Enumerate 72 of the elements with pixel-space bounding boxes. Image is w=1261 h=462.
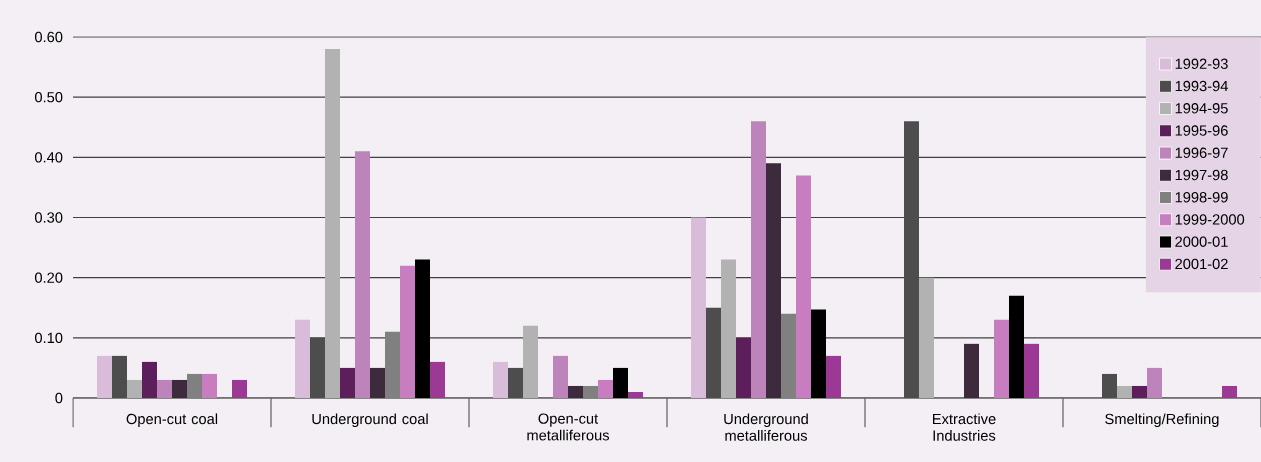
bar	[157, 379, 173, 398]
y-tick-label: 0.50	[34, 91, 63, 103]
bar	[112, 355, 127, 398]
bar	[751, 121, 766, 398]
bar	[796, 175, 811, 398]
legend-label: 1995-96	[1175, 125, 1228, 136]
y-tick-label: 0.60	[34, 31, 63, 43]
bar	[904, 121, 919, 398]
bar	[295, 319, 310, 398]
bar	[964, 343, 979, 398]
bar	[355, 151, 370, 398]
bar	[706, 307, 721, 398]
bar	[994, 319, 1009, 398]
bar	[1024, 343, 1039, 398]
legend-label: 1998-99	[1175, 192, 1228, 203]
legend-label: 1993-94	[1175, 80, 1228, 92]
bar	[811, 309, 826, 398]
y-tick-label: 0.40	[34, 152, 63, 163]
bar	[736, 337, 751, 398]
bar	[691, 217, 706, 398]
legend-label: 2000-01	[1175, 236, 1228, 247]
legend-label: 1992-93	[1175, 58, 1228, 69]
x-tick-label: Extractive Industries	[933, 413, 996, 441]
bar	[172, 379, 187, 398]
bar	[553, 355, 568, 398]
bar	[721, 259, 736, 398]
bar	[232, 379, 247, 398]
bar	[598, 379, 613, 398]
bar	[628, 391, 643, 398]
bar	[613, 367, 628, 398]
bar	[370, 367, 385, 398]
bar	[385, 331, 400, 398]
y-tick-label: 0.30	[34, 212, 63, 223]
bar	[493, 361, 508, 398]
legend-label: 1999-2000	[1175, 214, 1245, 225]
legend-label: 1997-98	[1175, 169, 1228, 181]
y-tick-label: 0.10	[34, 332, 63, 344]
x-tick-label: Open-cut coal	[126, 413, 218, 428]
bar	[325, 49, 340, 398]
bar	[508, 367, 523, 398]
x-tick-label: Smelting/Refining	[1105, 413, 1219, 428]
legend-label: 2001-02	[1175, 258, 1228, 270]
x-tick-label: Underground metalliferous	[724, 413, 808, 441]
y-tick-label: 0.20	[34, 272, 63, 283]
x-tick-label: Open-cut metalliferous	[527, 413, 610, 441]
bar	[400, 265, 415, 398]
bar	[1009, 295, 1024, 398]
legend-label: 1996-97	[1175, 147, 1228, 158]
bar	[340, 367, 355, 398]
bar	[142, 361, 158, 398]
bar	[1146, 367, 1162, 398]
bar	[1116, 385, 1132, 398]
y-tick-label: 0	[55, 392, 63, 404]
bar	[1221, 385, 1237, 398]
bar	[202, 373, 218, 398]
bar	[781, 313, 796, 398]
legend-label: 1994-95	[1175, 103, 1228, 114]
bar	[1101, 373, 1117, 398]
bar	[919, 277, 934, 398]
bar	[826, 355, 841, 398]
bar	[766, 163, 781, 398]
bar	[415, 259, 430, 398]
bar	[430, 361, 445, 398]
bar	[310, 337, 325, 398]
bar	[97, 355, 113, 398]
bar	[187, 373, 202, 398]
bar	[1132, 385, 1147, 398]
bar	[523, 325, 538, 398]
bar	[583, 385, 598, 398]
bar	[568, 385, 583, 398]
bar	[127, 379, 142, 398]
x-tick-label: Underground coal	[312, 413, 428, 428]
